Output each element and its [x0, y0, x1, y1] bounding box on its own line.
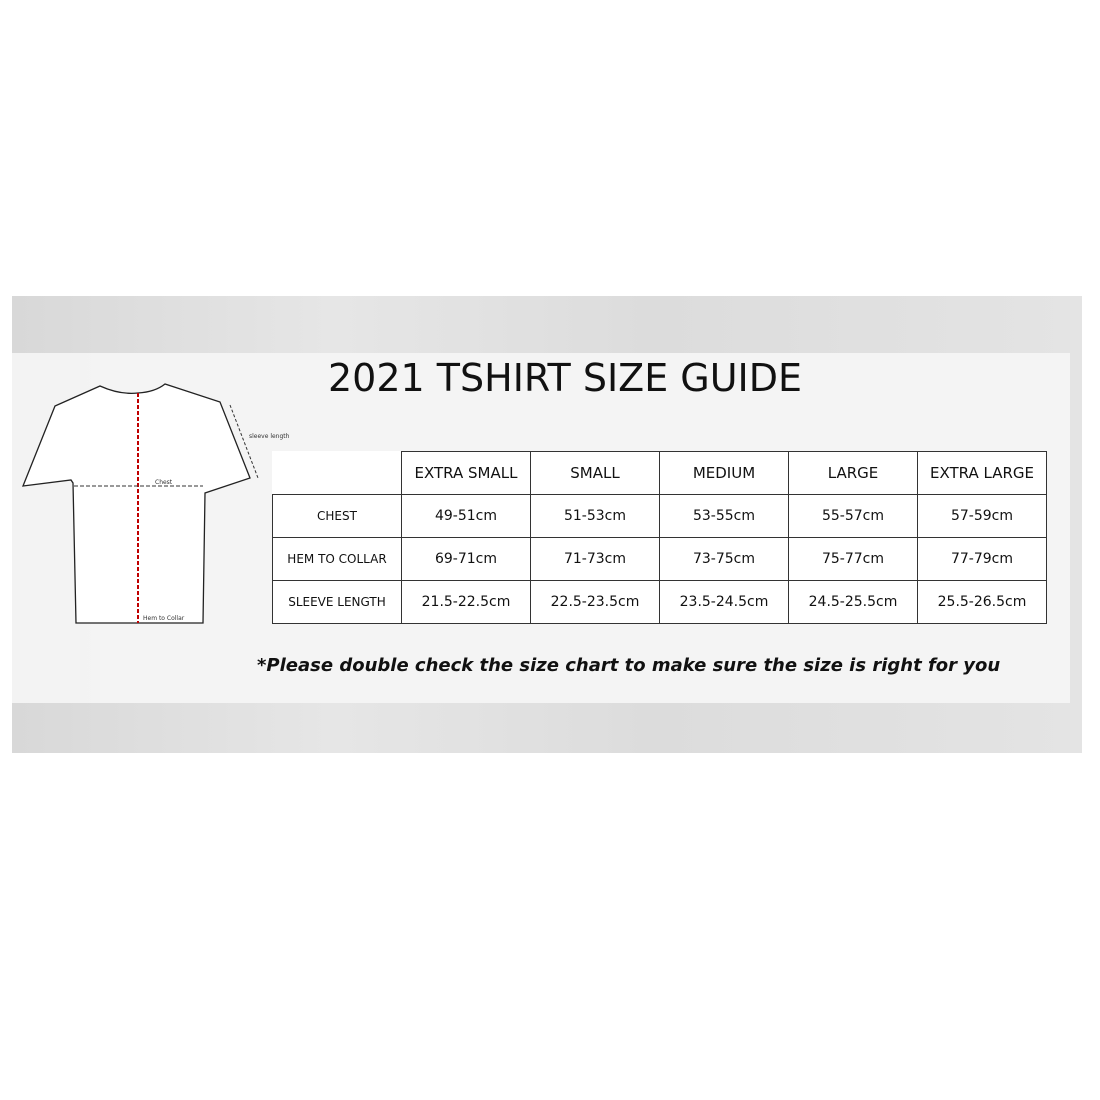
row-label: CHEST: [272, 494, 402, 538]
table-cell: 75-77cm: [788, 537, 918, 581]
row-label: SLEEVE LENGTH: [272, 580, 402, 624]
row-label: HEM TO COLLAR: [272, 537, 402, 581]
table-cell: 25.5-26.5cm: [917, 580, 1047, 624]
chest-label: Chest: [155, 479, 173, 486]
tshirt-outline: [21, 383, 251, 624]
table-cell: 77-79cm: [917, 537, 1047, 581]
column-header: SMALL: [530, 451, 660, 495]
page-title: 2021 TSHIRT SIZE GUIDE: [328, 356, 803, 400]
table-cell: 55-57cm: [788, 494, 918, 538]
table-cell: 53-55cm: [659, 494, 789, 538]
table-cell: 49-51cm: [401, 494, 531, 538]
sleeve-measure-line: [229, 404, 259, 479]
table-cell: 71-73cm: [530, 537, 660, 581]
column-header: EXTRA LARGE: [917, 451, 1047, 495]
hem-label: Hem to Collar: [143, 615, 185, 622]
table-row: HEM TO COLLAR 69-71cm 71-73cm 73-75cm 75…: [272, 537, 1047, 581]
size-table: EXTRA SMALL SMALL MEDIUM LARGE EXTRA LAR…: [272, 451, 1047, 624]
table-cell: 24.5-25.5cm: [788, 580, 918, 624]
sleeve-label: sleeve length: [249, 433, 290, 440]
table-cell: 23.5-24.5cm: [659, 580, 789, 624]
table-row: SLEEVE LENGTH 21.5-22.5cm 22.5-23.5cm 23…: [272, 580, 1047, 624]
table-header-row: EXTRA SMALL SMALL MEDIUM LARGE EXTRA LAR…: [272, 451, 1047, 495]
column-header: EXTRA SMALL: [401, 451, 531, 495]
table-cell: 57-59cm: [917, 494, 1047, 538]
table-cell: 69-71cm: [401, 537, 531, 581]
table-cell: 22.5-23.5cm: [530, 580, 660, 624]
table-row: CHEST 49-51cm 51-53cm 53-55cm 55-57cm 57…: [272, 494, 1047, 538]
disclaimer-note: *Please double check the size chart to m…: [257, 655, 1001, 676]
table-cell: 21.5-22.5cm: [401, 580, 531, 624]
table-cell: 51-53cm: [530, 494, 660, 538]
table-cell: 73-75cm: [659, 537, 789, 581]
column-header: LARGE: [788, 451, 918, 495]
column-header: MEDIUM: [659, 451, 789, 495]
